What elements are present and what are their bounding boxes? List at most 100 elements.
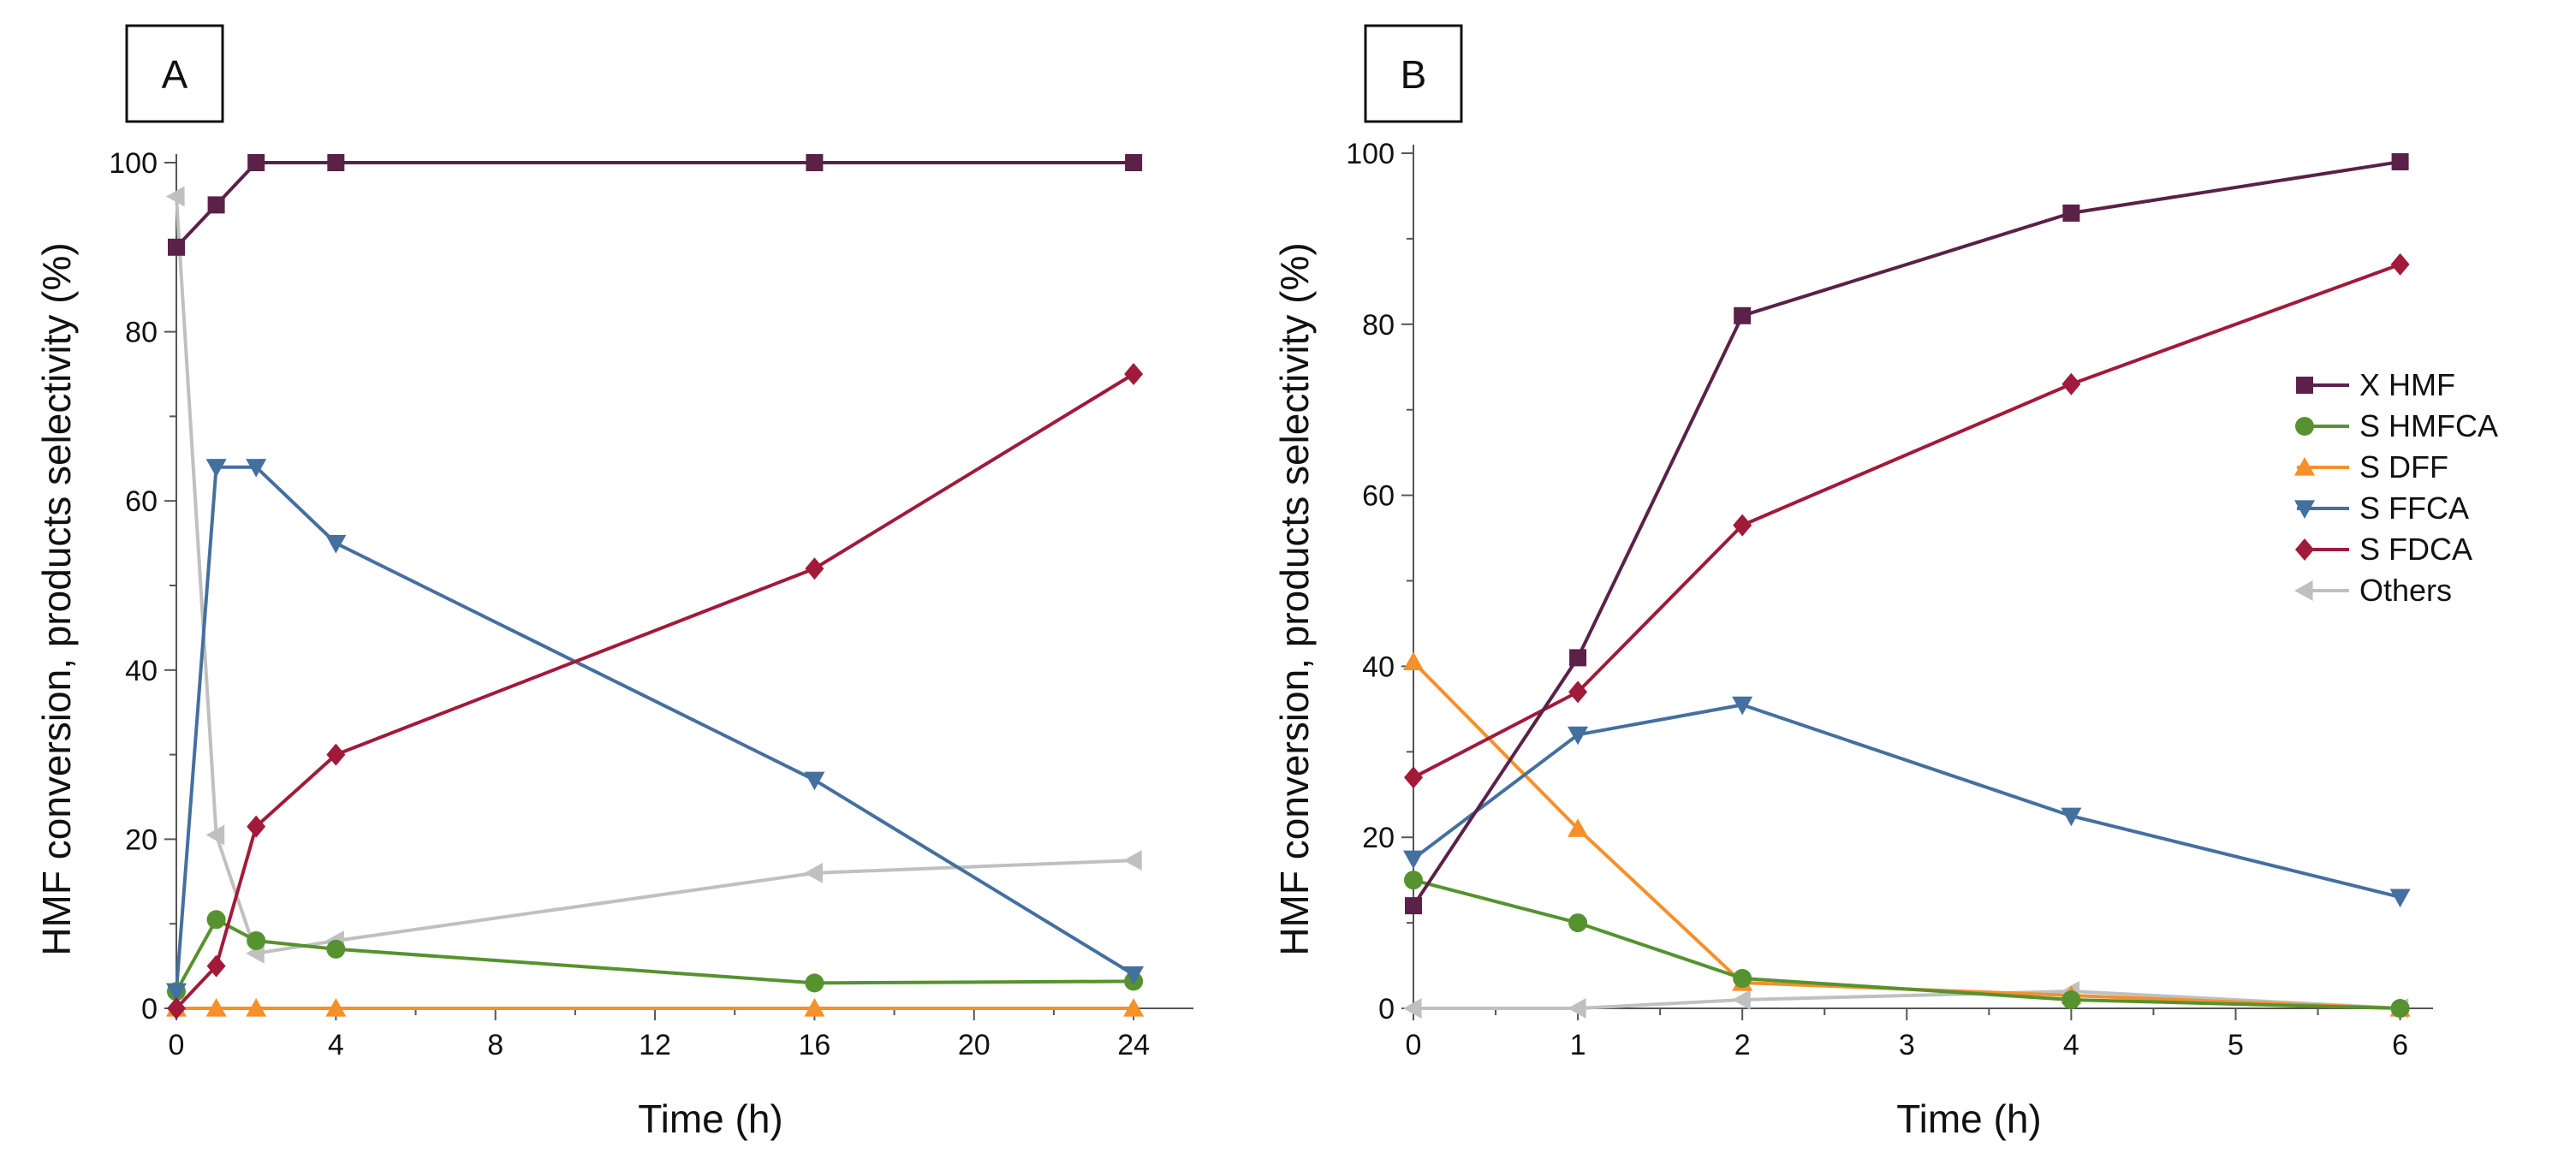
panel-a-point-sfdca: [1124, 363, 1144, 385]
panel-b-point-xhmf: [1734, 306, 1752, 324]
panel-b-label: B: [1401, 52, 1427, 97]
panel-b-point-xhmf: [1569, 649, 1587, 667]
panel-a-point-sfdca: [167, 997, 186, 1019]
legend-marker-sffca: [2294, 500, 2315, 519]
panel-a-series-line-sffca: [175, 465, 1135, 992]
panel-b-plot-area: [1403, 152, 2411, 1019]
panel-a-plot-area: [166, 154, 1145, 1019]
panel-b-point-sffca: [1568, 726, 1589, 746]
panel-a-point-shmfca: [326, 939, 346, 959]
panel-a-x-tick-label: 20: [958, 1029, 991, 1061]
panel-a-point-others: [205, 824, 225, 846]
panel-b-x-tick-label: 6: [2392, 1029, 2408, 1061]
legend-symbol-shmfca: [2295, 417, 2349, 436]
panel-a-y-tick-label: 40: [125, 655, 158, 687]
panel-b-x-tick-label: 0: [1406, 1029, 1422, 1061]
panel-a-series-line-xhmf: [175, 161, 1134, 249]
panel-b-point-sfdca: [2390, 253, 2410, 276]
panel-a-point-sfdca: [247, 815, 266, 838]
panel-b-y-tick-label: 20: [1362, 822, 1395, 854]
panel-b-point-sdff: [1403, 651, 1424, 671]
panel-b-point-shmfca: [2390, 999, 2410, 1018]
legend-symbol-others: [2294, 580, 2349, 601]
panel-b-x-axis-title: Time (h): [1896, 1097, 2042, 1141]
panel-a-axes: 0 20 40 60 80 100 0 4 8 12 16 20 24: [109, 147, 1193, 1061]
panel-a: A Time (h) HMF conversion, products sele…: [34, 24, 1193, 1141]
panel-a-label: A: [162, 52, 188, 97]
panel-a-point-sffca: [1123, 966, 1145, 985]
panel-b-y-tick-label: 60: [1362, 480, 1395, 513]
legend-marker-xhmf: [2296, 377, 2313, 394]
panel-a-point-shmfca: [247, 930, 266, 950]
panel-a-point-others: [166, 186, 185, 207]
panel-b-y-tick-label: 80: [1362, 309, 1395, 342]
panel-a-point-sdff: [205, 998, 227, 1017]
legend-symbol-sffca: [2294, 500, 2349, 519]
legend-item-sdff: S DFF: [2294, 449, 2448, 484]
panel-b-x-tick-label: 5: [2228, 1029, 2244, 1061]
panel-b-point-sfdca: [1568, 681, 1588, 704]
panel-b-point-sfdca: [1733, 514, 1752, 537]
legend-item-sfdca: S FDCA: [2295, 532, 2472, 567]
panel-a-point-sfdca: [206, 954, 226, 978]
panel-a-point-xhmf: [1125, 154, 1143, 171]
panel-b-axes: 0 20 40 60 80 100 0 1 2 3 4 5 6: [1346, 138, 2433, 1061]
panel-b-label-box: [1364, 24, 1463, 123]
panel-b-point-sffca: [1403, 850, 1424, 870]
panel-b-point-shmfca: [1568, 913, 1588, 933]
legend-marker-sfdca: [2295, 538, 2314, 561]
panel-a-point-sffca: [246, 459, 267, 478]
panel-a-point-xhmf: [168, 238, 185, 256]
panel-b-point-shmfca: [1733, 969, 1752, 989]
panel-a-series-line-sfdca: [175, 372, 1135, 1010]
panel-a-x-tick-label: 12: [639, 1029, 671, 1061]
panel-a-point-xhmf: [806, 154, 824, 171]
panel-a-series-line-others: [175, 196, 1134, 955]
legend-marker-others: [2294, 580, 2313, 601]
legend-item-sffca: S FFCA: [2294, 490, 2469, 526]
panel-b-point-sffca: [1732, 696, 1753, 716]
panel-a-x-tick-label: 0: [169, 1029, 185, 1061]
panel-a-point-sffca: [166, 983, 187, 1002]
panel-a-point-others: [804, 862, 824, 883]
panel-a-point-sdff: [1123, 998, 1145, 1017]
legend-label-sdff: S DFF: [2359, 449, 2448, 484]
legend-item-shmfca: S HMFCA: [2295, 408, 2498, 443]
panel-a-point-shmfca: [206, 910, 226, 930]
panel-a-y-tick-label: 80: [125, 317, 158, 349]
panel-b-point-shmfca: [1404, 871, 1423, 890]
panel-a-y-axis-title: HMF conversion, products selectivity (%): [34, 242, 79, 955]
panel-a-x-tick-label: 24: [1117, 1029, 1150, 1061]
panel-b: B Time (h) HMF conversion, products sele…: [1272, 24, 2433, 1141]
panel-b-series-line-xhmf: [1412, 160, 2400, 907]
legend-symbol-sdff: [2294, 457, 2349, 476]
legend-label-shmfca: S HMFCA: [2359, 408, 2498, 443]
panel-b-series-line-sfdca: [1413, 263, 2401, 780]
panel-b-y-tick-label: 40: [1362, 651, 1395, 683]
panel-b-y-tick-label: 100: [1346, 138, 1395, 170]
legend-symbol-xhmf: [2296, 377, 2349, 394]
panel-a-point-sdff: [325, 998, 347, 1017]
legend-label-others: Others: [2359, 573, 2452, 608]
panel-b-series-line-sdff: [1412, 660, 2400, 1010]
panel-b-point-sdff: [1568, 818, 1589, 837]
legend-marker-shmfca: [2295, 417, 2314, 436]
panel-a-point-sfdca: [805, 557, 824, 580]
panel-a-x-axis-title: Time (h): [638, 1097, 783, 1141]
panel-a-x-tick-label: 16: [798, 1029, 830, 1061]
panel-a-y-tick-label: 0: [141, 993, 158, 1025]
panel-a-point-shmfca: [805, 973, 824, 993]
panel-a-point-others: [1123, 850, 1142, 871]
panel-b-point-shmfca: [2061, 990, 2081, 1010]
legend-item-xhmf: X HMF: [2296, 367, 2455, 402]
panel-b-point-others: [1403, 998, 1422, 1019]
panel-a-point-sdff: [246, 998, 267, 1017]
panel-a-point-xhmf: [247, 154, 265, 171]
panel-a-y-tick-label: 60: [125, 485, 158, 518]
panel-b-x-tick-label: 2: [1734, 1029, 1751, 1061]
panel-b-point-sfdca: [1404, 766, 1423, 789]
panel-a-x-tick-label: 4: [328, 1029, 344, 1061]
panel-b-point-sfdca: [2061, 372, 2081, 395]
panel-a-point-sfdca: [326, 743, 346, 766]
panel-a-point-sffca: [325, 535, 347, 554]
